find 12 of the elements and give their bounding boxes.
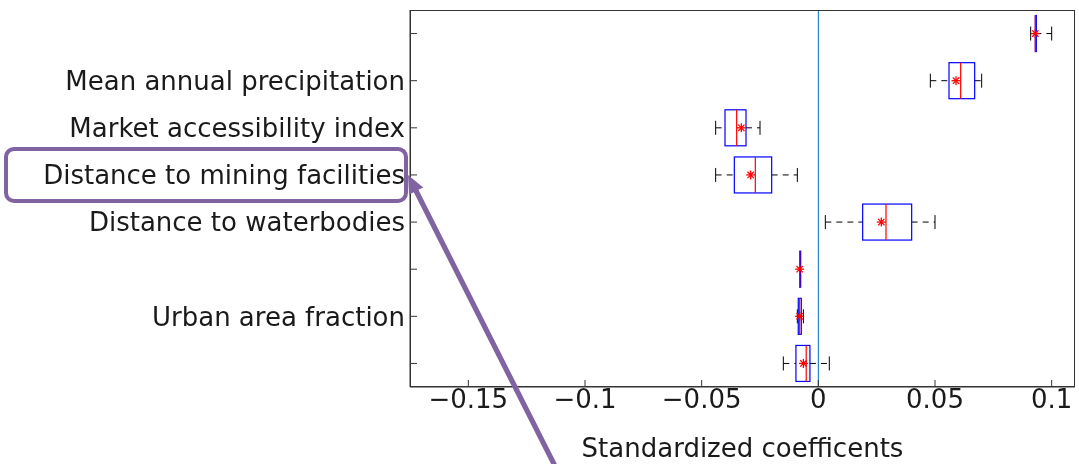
x-tick-label: 0 xyxy=(810,384,827,415)
x-axis-title: Standardized coefficents xyxy=(581,433,904,463)
y-tick-label: Distance to mining facilities xyxy=(43,160,405,191)
y-tick-label: Urban area fraction xyxy=(151,301,405,332)
x-tick-label: 0.05 xyxy=(906,384,964,415)
y-tick-label: Mean annual precipitation xyxy=(65,65,405,96)
y-tick-label: Distance to waterbodies xyxy=(88,207,405,238)
x-tick-label: −0.1 xyxy=(553,384,617,415)
x-tick-label: −0.15 xyxy=(428,384,509,415)
y-tick-label: Market accessibility index xyxy=(69,113,405,144)
x-tick-label: 0.1 xyxy=(1030,384,1073,415)
x-tick-label: −0.05 xyxy=(661,384,742,415)
